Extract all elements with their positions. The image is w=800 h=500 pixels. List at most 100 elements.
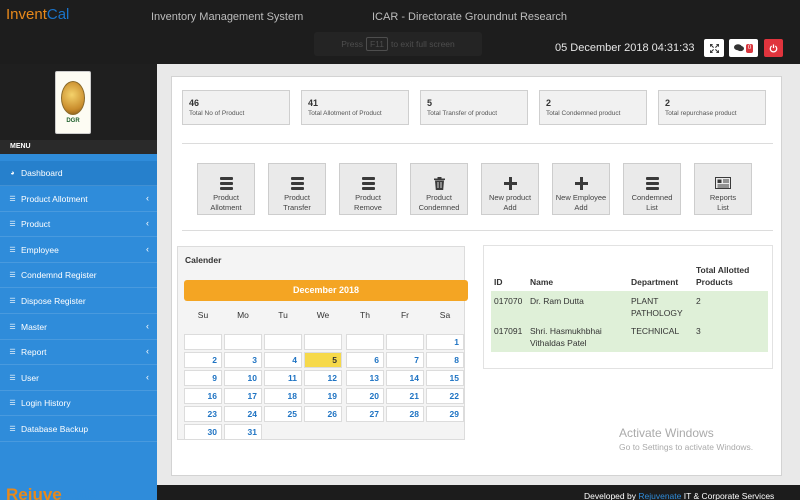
- stat-label: Total Condemned product: [546, 110, 621, 117]
- sidebar-item-label: Condemnd Register: [21, 270, 97, 281]
- calendar-day[interactable]: 28: [386, 406, 424, 422]
- comments-icon: [733, 44, 744, 52]
- calendar-day[interactable]: 17: [224, 388, 262, 404]
- sidebar-item-product[interactable]: ☰ Product ‹: [0, 212, 157, 238]
- quick-action-product-transfer-button[interactable]: Product Transfer: [268, 163, 326, 215]
- sidebar-item-login-history[interactable]: ☰ Login History: [0, 391, 157, 417]
- calendar-day[interactable]: 25: [264, 406, 302, 422]
- calendar-day[interactable]: 16: [184, 388, 222, 404]
- quick-action-product-condemned-button[interactable]: Product Condemned: [410, 163, 468, 215]
- calendar-day[interactable]: 29: [426, 406, 464, 422]
- calendar-day[interactable]: 2: [184, 352, 222, 368]
- sidebar-item-dashboard[interactable]: ◕ Dashboard: [0, 161, 157, 186]
- calendar-day[interactable]: 13: [346, 370, 384, 386]
- calendar-day[interactable]: 4: [264, 352, 302, 368]
- calendar-day[interactable]: 26: [304, 406, 342, 422]
- col-id: ID: [494, 277, 503, 287]
- sidebar-item-dispose-register[interactable]: ☰ Dispose Register: [0, 289, 157, 314]
- quick-action-label: Product: [426, 193, 452, 202]
- groundnut-emblem: [61, 81, 85, 115]
- table-row[interactable]: 017091 Shri. Hasmukhbhai Vithaldas Patel TE…: [491, 321, 768, 352]
- calendar-day[interactable]: 31: [224, 424, 262, 440]
- windows-activation-watermark: Activate Windows Go to Settings to activ…: [619, 426, 754, 452]
- cell-department: TECHNICAL: [631, 325, 679, 337]
- main-content: 46 Total No of Product 41 Total Allotment o…: [157, 64, 800, 485]
- calendar-day[interactable]: 21: [386, 388, 424, 404]
- quick-action-new-employee-add-button[interactable]: New Employee Add: [552, 163, 610, 215]
- sidebar-item-user[interactable]: ☰ User ‹: [0, 366, 157, 391]
- quick-action-product-remove-button[interactable]: Product Remove: [339, 163, 397, 215]
- sidebar-item-report[interactable]: ☰ Report ‹: [0, 340, 157, 366]
- calendar-day[interactable]: 6: [346, 352, 384, 368]
- cell-name-text: Shri. Hasmukhbhai: [530, 326, 602, 336]
- calendar-day[interactable]: 18: [264, 388, 302, 404]
- server-icon: [198, 173, 254, 193]
- calendar-month-header[interactable]: December 2018: [184, 280, 468, 301]
- f11-key: F11: [365, 37, 388, 51]
- messages-button[interactable]: 0: [729, 39, 758, 57]
- cell-department: PLANT PATHOLOGY: [631, 295, 683, 319]
- table-row[interactable]: 017070 Dr. Ram Dutta PLANT PATHOLOGY 2: [491, 291, 768, 321]
- trash-icon: [411, 173, 467, 193]
- app-logo[interactable]: InventCal: [6, 6, 70, 23]
- message-count-badge: 0: [745, 43, 754, 53]
- weekday-header: Th: [360, 310, 370, 320]
- sidebar-item-master[interactable]: ☰ Master ‹: [0, 315, 157, 340]
- quick-action-condemned-list-button[interactable]: Condemned List: [623, 163, 681, 215]
- calendar-day[interactable]: 5: [304, 352, 342, 368]
- list-icon: ☰: [9, 400, 16, 408]
- list-icon: ☰: [9, 426, 16, 433]
- quick-action-sublabel: Allotment: [210, 203, 242, 212]
- sidebar-item-employee[interactable]: ☰ Employee ‹: [0, 238, 157, 263]
- sidebar-item-condemnd-register[interactable]: ☰ Condemnd Register: [0, 263, 157, 289]
- sidebar-item-product-allotment[interactable]: ☰ Product Allotment ‹: [0, 187, 157, 212]
- menu-header: MENU: [0, 140, 157, 154]
- stat-label: Total Allotment of Product: [308, 110, 382, 117]
- cell-id: 017070: [494, 295, 522, 307]
- calendar-day[interactable]: 3: [224, 352, 262, 368]
- cell-name: Dr. Ram Dutta: [530, 295, 584, 307]
- allotment-table: ID Name Department Total Allotted Product…: [483, 245, 773, 369]
- stat-value: 2: [546, 98, 552, 108]
- col-department: Department: [631, 277, 679, 287]
- sidebar-item-database-backup[interactable]: ☰ Database Backup: [0, 417, 157, 442]
- stat-card: 41 Total Allotment of Product: [301, 90, 409, 125]
- calendar-day[interactable]: 19: [304, 388, 342, 404]
- calendar-day[interactable]: 22: [426, 388, 464, 404]
- calendar-day[interactable]: 8: [426, 352, 464, 368]
- quick-action-new-product-add-button[interactable]: New product Add: [481, 163, 539, 215]
- calendar-day[interactable]: 1: [426, 334, 464, 350]
- calendar-day[interactable]: 10: [224, 370, 262, 386]
- quick-action-reports-list-button[interactable]: Reports List: [694, 163, 752, 215]
- list-icon: ☰: [9, 374, 16, 382]
- company-link[interactable]: Rejuvenate: [638, 491, 682, 500]
- calendar-day[interactable]: 15: [426, 370, 464, 386]
- cell-department-text: TECHNICAL: [631, 326, 680, 336]
- weekday-header: Sa: [439, 310, 451, 320]
- calendar-day[interactable]: 24: [224, 406, 262, 422]
- newspaper-icon: [695, 173, 751, 193]
- calendar-empty-cell: [264, 334, 302, 350]
- calendar-day[interactable]: 27: [346, 406, 384, 422]
- calendar-day[interactable]: 12: [304, 370, 342, 386]
- calendar-day[interactable]: 14: [386, 370, 424, 386]
- stat-card: 5 Total Transfer of product: [420, 90, 528, 125]
- quick-action-product-allotment-button[interactable]: Product Allotment: [197, 163, 255, 215]
- calendar-day[interactable]: 7: [386, 352, 424, 368]
- calendar-empty-cell: [346, 334, 384, 350]
- server-icon: [340, 173, 396, 193]
- logout-button[interactable]: [764, 39, 783, 57]
- quick-action-sublabel: Remove: [354, 203, 382, 212]
- stat-value: 46: [189, 98, 200, 108]
- stat-label: Total repurchase product: [665, 110, 737, 117]
- divider: [182, 143, 773, 144]
- calendar-day[interactable]: 20: [346, 388, 384, 404]
- calendar-day[interactable]: 30: [184, 424, 222, 440]
- fullscreen-button[interactable]: [704, 39, 724, 57]
- calendar-day[interactable]: 23: [184, 406, 222, 422]
- cell-total: 2: [696, 295, 701, 307]
- chevron-left-icon: ‹: [146, 371, 149, 382]
- calendar-day[interactable]: 11: [264, 370, 302, 386]
- chevron-left-icon: ‹: [146, 346, 149, 357]
- calendar-day[interactable]: 9: [184, 370, 222, 386]
